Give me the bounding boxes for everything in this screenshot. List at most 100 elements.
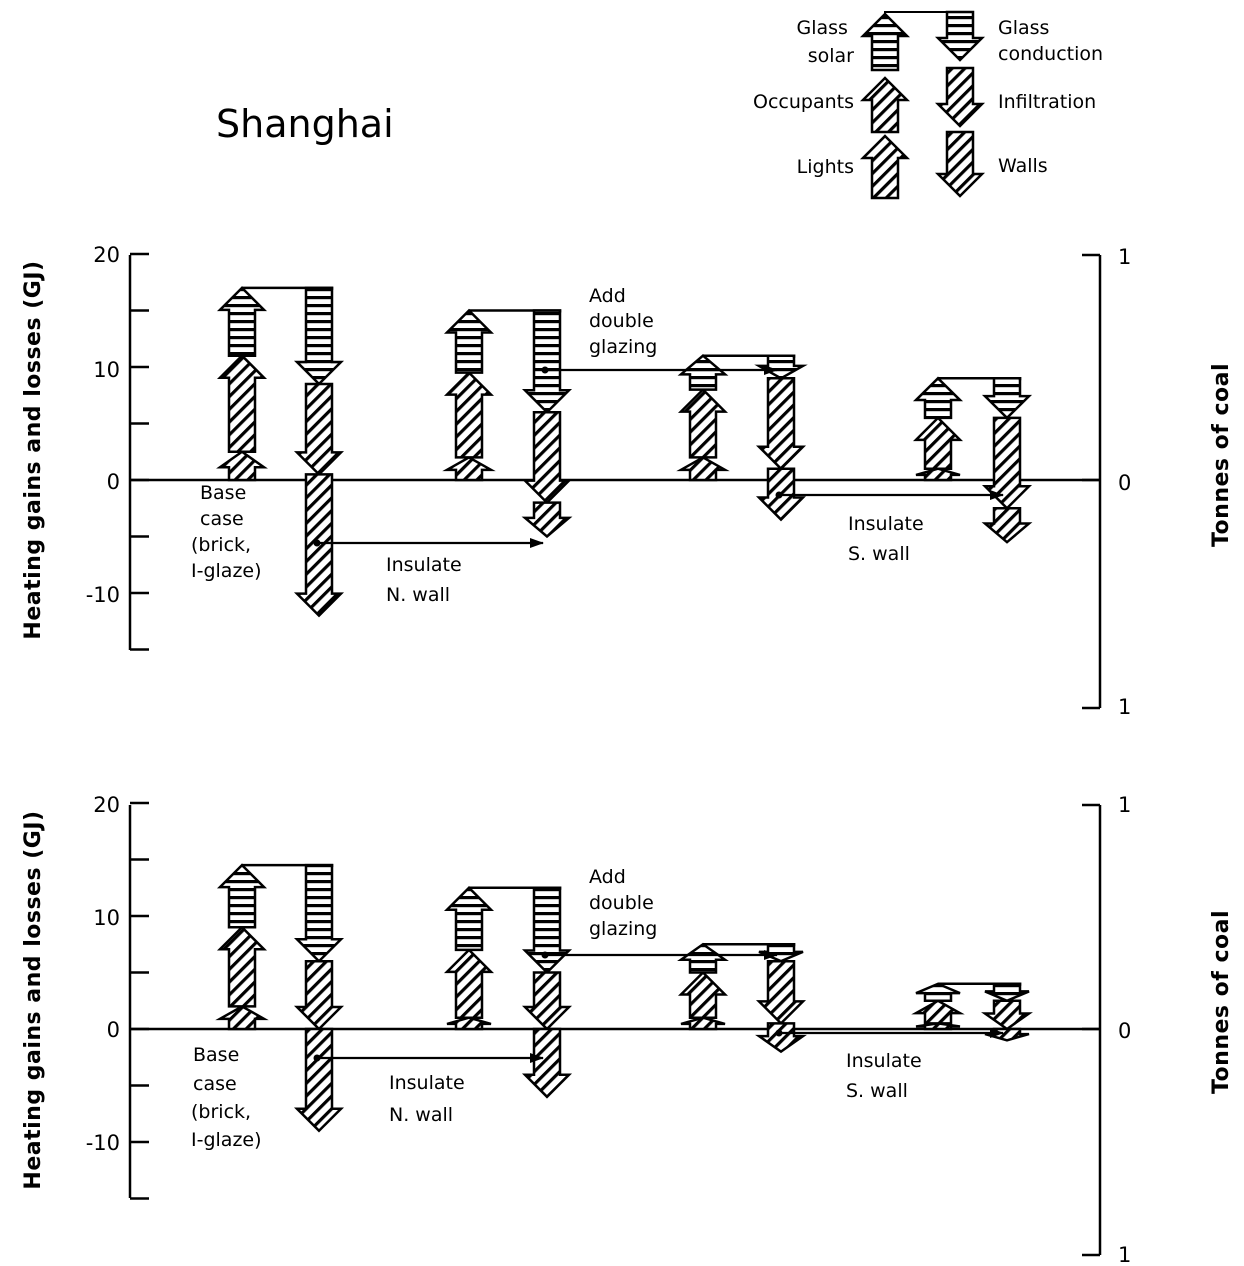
chart-2-right-tick-label: 1 bbox=[1118, 1243, 1131, 1266]
chart-1-ytick-label: 0 bbox=[107, 470, 120, 494]
legend: Glass solar Glass conduction Occupants I… bbox=[753, 10, 1103, 200]
figure-title: Shanghai bbox=[216, 102, 394, 146]
gain-arrow-occupants bbox=[443, 370, 495, 459]
loss-arrow-infiltration bbox=[755, 377, 807, 471]
legend-label-glass-conduction: Glass conduction bbox=[998, 17, 1103, 65]
transition-start-dot bbox=[775, 491, 783, 499]
loss-arrow-infiltration bbox=[981, 416, 1033, 511]
gain-arrow-lights bbox=[915, 467, 961, 482]
chart-2-annotation-base-case: Base case (brick, I-glaze) bbox=[191, 1044, 262, 1151]
loss-arrow-infiltration bbox=[755, 959, 807, 1026]
gain-arrow-lights bbox=[216, 450, 268, 482]
loss-arrow-walls bbox=[521, 1027, 573, 1099]
balance-connector bbox=[703, 943, 796, 947]
balance-connector bbox=[469, 309, 562, 313]
chart-2-right-tick-label: 1 bbox=[1118, 793, 1131, 817]
gain-arrow-glass-solar bbox=[216, 286, 268, 357]
loss-arrow-glass-conduction bbox=[521, 886, 573, 975]
loss-arrow-infiltration bbox=[521, 971, 573, 1031]
chart-1-annotation-add-double-glazing: Add double glazing bbox=[589, 285, 660, 358]
loss-arrow-glass-conduction bbox=[754, 354, 808, 380]
loss-arrow-glass-conduction bbox=[521, 309, 573, 414]
balance-connector bbox=[242, 286, 334, 290]
loss-arrow-walls bbox=[984, 1027, 1030, 1042]
transition-start-dot bbox=[541, 951, 549, 959]
legend-glass-solar-arrow bbox=[859, 12, 911, 72]
gain-arrow-occupants bbox=[677, 387, 729, 459]
gain-arrow-glass-solar bbox=[677, 942, 729, 974]
gain-arrow-lights bbox=[676, 455, 730, 482]
balance-connector bbox=[938, 377, 1022, 381]
legend-glass-conduction-arrow bbox=[934, 10, 986, 62]
gain-arrow-lights bbox=[446, 1016, 492, 1031]
gain-arrow-occupants bbox=[912, 416, 964, 470]
legend-glyphs bbox=[859, 10, 986, 200]
gain-arrow-occupants bbox=[677, 970, 729, 1019]
loss-arrow-infiltration bbox=[293, 382, 345, 477]
chart-1-right-axis-label: Tonnes of coal bbox=[1209, 363, 1234, 547]
chart-2-annotation-insulate-n-wall: Insulate N. wall bbox=[389, 1072, 471, 1126]
balance-connector bbox=[938, 982, 1022, 986]
gain-arrow-glass-solar bbox=[216, 863, 268, 929]
transition-start-dot bbox=[313, 539, 321, 547]
gain-arrow-occupants bbox=[216, 925, 268, 1008]
legend-infiltration-arrow bbox=[934, 66, 986, 128]
chart-1-annotation-base-case: Base case (brick, I-glaze) bbox=[191, 482, 262, 582]
gain-arrow-lights bbox=[215, 1004, 269, 1031]
gain-arrow-lights bbox=[442, 455, 496, 482]
gain-arrow-occupants bbox=[443, 948, 495, 1019]
legend-label-lights: Lights bbox=[797, 156, 854, 178]
loss-arrow-walls bbox=[981, 507, 1033, 544]
chart-panel-1: 20 10 0 -10 1 0 1 Heating gains and loss… bbox=[21, 243, 1234, 719]
chart-1-ytick-label: -10 bbox=[86, 583, 120, 607]
loss-arrow-infiltration bbox=[293, 959, 345, 1031]
chart-1-right-tick-label: 1 bbox=[1118, 245, 1131, 269]
chart-2-ytick-label: 10 bbox=[93, 906, 120, 930]
loss-arrow-infiltration bbox=[521, 410, 573, 505]
balance-connector bbox=[703, 354, 796, 358]
chart-1-right-tick-label: 1 bbox=[1118, 695, 1131, 719]
chart-1-annotation-insulate-n-wall: Insulate N. wall bbox=[386, 554, 468, 606]
chart-2-ytick-label: 20 bbox=[93, 793, 120, 817]
transition-start-dot bbox=[775, 1029, 783, 1037]
chart-2-annotation-add-double-glazing: Add double glazing bbox=[589, 866, 660, 940]
gain-arrow-occupants bbox=[911, 999, 965, 1025]
gain-arrow-glass-solar bbox=[443, 885, 495, 952]
transition-start-dot bbox=[313, 1054, 321, 1062]
gain-arrow-glass-solar bbox=[915, 982, 961, 1002]
chart-2-right-tick-label: 0 bbox=[1118, 1019, 1131, 1043]
loss-arrow-glass-conduction bbox=[981, 377, 1033, 420]
legend-label-walls: Walls bbox=[998, 155, 1048, 177]
chart-panel-2: 20 10 0 -10 1 0 1 Heating gains and loss… bbox=[21, 793, 1234, 1266]
chart-2-annotation-insulate-s-wall: Insulate S. wall bbox=[846, 1050, 928, 1102]
legend-connector bbox=[884, 11, 960, 14]
chart-1-marks bbox=[216, 286, 1033, 618]
chart-1-right-tick-label: 0 bbox=[1118, 471, 1131, 495]
legend-label-infiltration: Infiltration bbox=[998, 91, 1096, 113]
loss-arrow-glass-conduction bbox=[758, 943, 804, 963]
loss-arrow-glass-conduction bbox=[984, 982, 1030, 1003]
legend-label-occupants: Occupants bbox=[753, 91, 854, 113]
chart-1-annotation-insulate-s-wall: Insulate S. wall bbox=[848, 513, 930, 565]
loss-arrow-glass-conduction bbox=[293, 863, 345, 963]
balance-connector bbox=[469, 886, 562, 890]
legend-occupants-arrow bbox=[859, 76, 911, 134]
legend-walls-arrow bbox=[934, 130, 986, 198]
chart-2-right-axis-label: Tonnes of coal bbox=[1209, 910, 1234, 1094]
transition-start-dot bbox=[541, 366, 549, 374]
gain-arrow-glass-solar bbox=[912, 376, 964, 420]
balance-connector bbox=[242, 863, 334, 868]
chart-1-ytick-label: 10 bbox=[93, 358, 120, 382]
gain-arrow-lights bbox=[680, 1016, 726, 1031]
chart-2-y-axis-label: Heating gains and losses (GJ) bbox=[21, 810, 46, 1189]
legend-lights-arrow bbox=[859, 134, 911, 200]
loss-arrow-infiltration bbox=[981, 999, 1033, 1031]
gain-arrow-glass-solar bbox=[677, 354, 729, 391]
chart-1-ytick-label: 20 bbox=[93, 243, 120, 267]
loss-arrow-walls bbox=[521, 501, 573, 539]
legend-label-glass-solar: Glass solar bbox=[797, 17, 855, 67]
chart-2-ytick-label: 0 bbox=[107, 1018, 120, 1042]
chart-2-ytick-label: -10 bbox=[86, 1131, 120, 1155]
loss-arrow-walls bbox=[293, 1027, 345, 1133]
